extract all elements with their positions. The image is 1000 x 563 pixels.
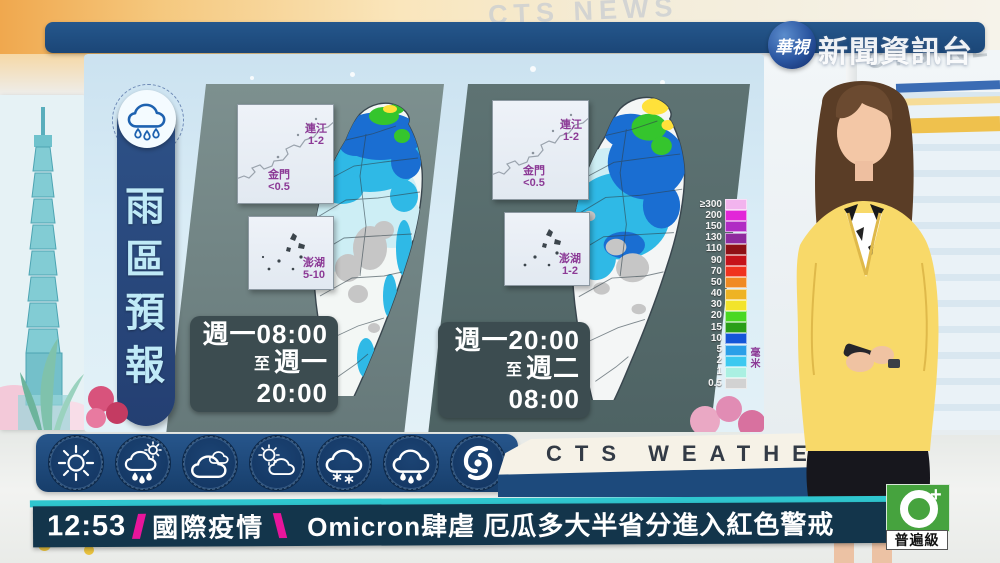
snow-dot [250, 76, 254, 80]
inset-region-label: 金門 <0.5 [523, 165, 545, 189]
legend-swatch [725, 366, 747, 378]
coastline-illustration [493, 113, 588, 175]
flower-decoration [86, 408, 106, 428]
cloudy-icon [181, 435, 238, 491]
time-line-1: 週一20:00 [454, 325, 580, 355]
coastline-illustration [238, 117, 333, 179]
ticker-headline: Omicron肆虐 厄瓜多大半省分進入紅色警戒 [307, 509, 835, 542]
legend-swatch [725, 266, 747, 278]
time-line-1: 週一08:00 [202, 319, 328, 349]
weather-icon-bar [36, 434, 518, 492]
flower-decoration [716, 396, 742, 422]
inset-map-lienchiang-kinmen-1: 連江 1-2 金門 <0.5 [237, 104, 334, 204]
rating-o-plus-icon [900, 490, 938, 528]
rain-forecast-banner [117, 96, 175, 426]
inset-region-label: 金門 <0.5 [268, 169, 290, 193]
plant-leaves [20, 338, 84, 430]
ticker-marker-icon [273, 513, 288, 539]
inset-region-label: 澎湖 1-2 [559, 253, 581, 277]
inset-region-label: 澎湖 5-10 [302, 257, 325, 281]
inset-map-penghu-2: 澎湖 1-2 [504, 212, 590, 286]
legend-swatch [725, 344, 747, 356]
legend-swatch [725, 299, 747, 311]
rainfall-legend: ≥300 200 150 130 110 90 70 50 40 30 20 1… [688, 199, 764, 390]
news-ticker: 12:53 國際疫情 Omicron肆虐 厄瓜多大半省分進入紅色警戒 [28, 494, 950, 551]
rating-plus-glyph: + [930, 484, 942, 506]
penghu-islands-illustration [261, 233, 305, 271]
partly-cloudy-icon [248, 435, 305, 491]
taipei-101-poster [0, 95, 86, 430]
studio-left-wall [0, 54, 86, 98]
legend-swatch [725, 277, 747, 289]
sun-shower-icon [114, 435, 171, 491]
weather-presenter [796, 81, 939, 563]
legend-swatch [725, 355, 747, 367]
flower-decoration [738, 410, 764, 432]
top-header-bar [45, 22, 985, 53]
banner-icon-circle [118, 90, 176, 148]
banner-title: 雨區預報 [119, 185, 163, 397]
legend-swatch [725, 255, 747, 267]
legend-unit: 單位：毫米 [748, 347, 764, 380]
legend-swatch [725, 210, 747, 222]
inset-map-penghu-1: 澎湖 5-10 [248, 216, 334, 290]
ticker-category: 國際疫情 [152, 512, 265, 543]
time-line-2: 至週二08:00 [505, 353, 580, 414]
time-range-box-1: 週一08:00 至週一20:00 [190, 316, 338, 412]
legend-swatch [725, 310, 747, 322]
inset-map-lienchiang-kinmen-2: 連江 1-2 金門 <0.5 [492, 100, 589, 200]
rating-label: 普遍級 [894, 532, 940, 548]
ticker-time: 12:53 [46, 509, 127, 543]
snow-dot [530, 66, 536, 72]
typhoon-icon [450, 435, 507, 491]
rain-cloud-icon [127, 103, 166, 141]
ticker-marker-icon [132, 513, 147, 539]
cts-weather-band: CTS WEATHER [498, 430, 864, 498]
legend-swatch [725, 221, 747, 233]
rain-icon [383, 435, 440, 491]
cts-weather-brand: CTS WEATHER [546, 441, 849, 466]
rain-map-1-taiwan [312, 102, 424, 396]
flower-decoration [106, 402, 128, 424]
inset-region-label: 連江 1-2 [305, 123, 327, 147]
content-rating-badge: + 普遍級 [886, 484, 950, 550]
floor-decor [84, 545, 94, 555]
weather-graphic-panel: 雨區預報 [84, 54, 764, 432]
sunny-icon [47, 435, 104, 491]
snow-dot [660, 80, 665, 85]
time-line-2: 至週一20:00 [253, 347, 328, 408]
cts-channel-logo: 華視 [768, 21, 816, 69]
legend-swatch [725, 199, 747, 211]
channel-name: 新聞資訊台 [818, 36, 973, 69]
flower-decoration [690, 406, 720, 432]
legend-swatch [725, 333, 747, 345]
legend-swatch [725, 322, 747, 334]
legend-swatch [725, 232, 747, 244]
rain-map-2-taiwan [571, 96, 686, 400]
legend-swatch [725, 243, 747, 255]
time-range-box-2: 週一20:00 至週二08:00 [438, 322, 590, 418]
inset-region-label: 連江 1-2 [560, 119, 582, 143]
rating-label-strip: 普遍級 [886, 530, 948, 550]
ticker-bar: 12:53 國際疫情 Omicron肆虐 厄瓜多大半省分進入紅色警戒 [32, 501, 928, 548]
legend-swatch [725, 378, 747, 390]
legend-swatch [725, 288, 747, 300]
snow-dot [350, 72, 355, 77]
snow-icon [316, 435, 373, 491]
penghu-islands-illustration [523, 229, 561, 267]
